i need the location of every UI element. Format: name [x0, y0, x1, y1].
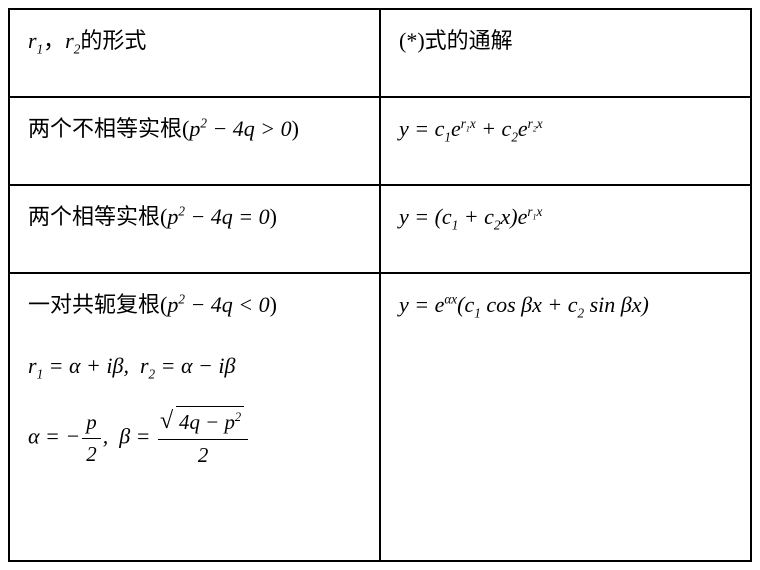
distinct-right-cell: y = c1er1x + c2er2x	[380, 97, 751, 185]
complex-right-cell: y = eαx(c1 cos βx + c2 sin βx)	[380, 273, 751, 561]
header-right-cell: (*)式的通解	[380, 9, 751, 97]
header-left-math: r1	[28, 28, 43, 53]
distinct-label: 两个不相等实根	[28, 116, 182, 141]
complex-condition: (p2 − 4q < 0)	[160, 292, 277, 317]
table-row-header: r1，r2的形式 (*)式的通解	[9, 9, 751, 97]
equal-right-cell: y = (c1 + c2x)er1x	[380, 185, 751, 273]
complex-line1: 一对共轭复根(p2 − 4q < 0)	[28, 288, 361, 321]
table-row-distinct: 两个不相等实根(p2 − 4q > 0) y = c1er1x + c2er2x	[9, 97, 751, 185]
distinct-solution: y = c1er1x + c2er2x	[399, 116, 543, 141]
header-left-cell: r1，r2的形式	[9, 9, 380, 97]
complex-solution: y = eαx(c1 cos βx + c2 sin βx)	[399, 292, 649, 317]
equal-left-cell: 两个相等实根(p2 − 4q = 0)	[9, 185, 380, 273]
distinct-left-cell: 两个不相等实根(p2 − 4q > 0)	[9, 97, 380, 185]
complex-left-cell: 一对共轭复根(p2 − 4q < 0) r1 = α + iβ, r2 = α …	[9, 273, 380, 561]
complex-alpha-beta: α = −p2, β = 4q − p22	[28, 406, 361, 471]
header-left-math2: r2	[65, 28, 80, 53]
complex-roots: r1 = α + iβ, r2 = α − iβ	[28, 349, 361, 384]
header-right-text: (*)式的通解	[399, 28, 513, 53]
header-left-suffix: 的形式	[80, 28, 146, 53]
equal-condition: (p2 − 4q = 0)	[160, 204, 277, 229]
table-row-complex: 一对共轭复根(p2 − 4q < 0) r1 = α + iβ, r2 = α …	[9, 273, 751, 561]
solutions-table: r1，r2的形式 (*)式的通解 两个不相等实根(p2 − 4q > 0) y …	[8, 8, 752, 562]
complex-label: 一对共轭复根	[28, 292, 160, 317]
table-row-equal: 两个相等实根(p2 − 4q = 0) y = (c1 + c2x)er1x	[9, 185, 751, 273]
distinct-condition: (p2 − 4q > 0)	[182, 116, 299, 141]
equal-label: 两个相等实根	[28, 204, 160, 229]
equal-solution: y = (c1 + c2x)er1x	[399, 204, 542, 229]
